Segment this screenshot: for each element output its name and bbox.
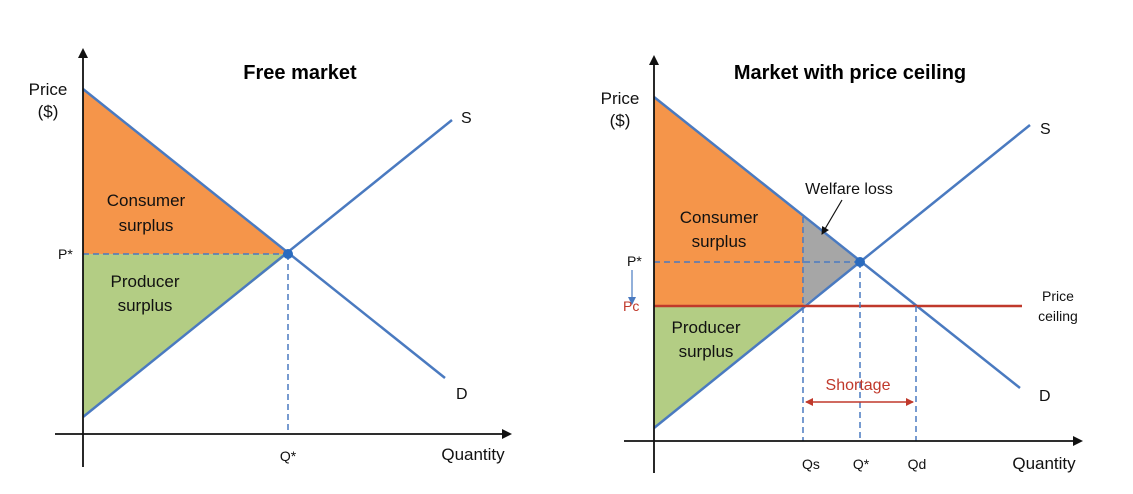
price-equilibrium-label: P* <box>58 246 73 262</box>
consumer-surplus-label: Consumer <box>107 191 186 210</box>
y-axis-label: Price <box>601 89 640 108</box>
supply-label: S <box>1040 121 1051 138</box>
demand-label: D <box>456 386 468 403</box>
consumer-surplus-area <box>654 97 803 306</box>
free-market-panel: Free market Price ($) Quantity S D P* Q*… <box>29 48 512 467</box>
supply-curve <box>82 119 453 418</box>
consumer-surplus-label: Consumer <box>680 208 759 227</box>
supply-label: S <box>461 110 472 127</box>
producer-surplus-label: Producer <box>672 318 741 337</box>
quantity-equilibrium-label: Q* <box>853 456 870 472</box>
price-ceiling-panel: Market with price ceiling Price ($) Quan… <box>601 55 1083 473</box>
producer-surplus-label-2: surplus <box>679 342 734 361</box>
chart-title: Market with price ceiling <box>734 62 966 84</box>
welfare-loss-area <box>803 217 860 306</box>
producer-surplus-label-2: surplus <box>118 296 173 315</box>
demand-curve <box>653 96 1021 389</box>
quantity-equilibrium-label: Q* <box>280 448 297 464</box>
y-axis-label: Price <box>29 80 68 99</box>
supply-curve <box>653 124 1031 429</box>
x-axis-label: Quantity <box>1012 454 1076 473</box>
x-axis-label: Quantity <box>441 445 505 464</box>
welfare-loss-pointer <box>821 199 843 235</box>
consumer-surplus-label-2: surplus <box>692 232 747 251</box>
qs-label: Qs <box>802 456 820 472</box>
y-axis-unit: ($) <box>610 111 631 130</box>
demand-curve <box>82 88 446 379</box>
price-equilibrium-label: P* <box>627 253 642 269</box>
qd-label: Qd <box>908 456 927 472</box>
y-axis-unit: ($) <box>38 102 59 121</box>
chart-title: Free market <box>243 62 357 84</box>
demand-label: D <box>1039 388 1051 405</box>
price-ceiling-text: Price <box>1042 288 1074 304</box>
shortage-label: Shortage <box>826 377 891 394</box>
consumer-surplus-label-2: surplus <box>119 216 174 235</box>
welfare-loss-label: Welfare loss <box>805 181 893 198</box>
price-ceiling-text-2: ceiling <box>1038 308 1078 324</box>
equilibrium-point <box>855 257 865 267</box>
equilibrium-point <box>283 249 293 259</box>
price-ceiling-label: Pc <box>623 298 639 314</box>
producer-surplus-label: Producer <box>111 272 180 291</box>
